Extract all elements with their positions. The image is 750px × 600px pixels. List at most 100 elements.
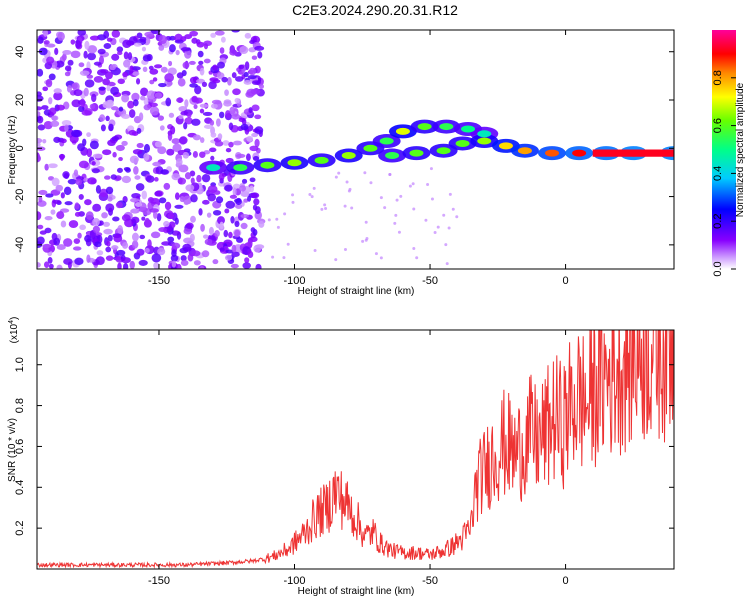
noise-speckle (214, 230, 220, 238)
noise-speckle (158, 82, 167, 88)
noise-speckle (132, 71, 140, 76)
noise-speckle (231, 244, 237, 253)
noise-speckle (182, 243, 192, 252)
noise-speckle (105, 115, 110, 122)
noise-speckle (71, 129, 81, 138)
noise-speckle (79, 70, 90, 77)
noise-speckle (81, 110, 92, 116)
noise-speckle (149, 68, 159, 75)
noise-speckle (112, 151, 117, 158)
noise-speckle (149, 102, 158, 108)
noise-speckle (251, 132, 259, 138)
noise-speckle (37, 111, 41, 117)
noise-speckle (111, 135, 119, 142)
noise-speckle (103, 228, 113, 235)
noise-speckle (202, 234, 209, 239)
noise-speckle (78, 105, 85, 113)
noise-speckle (189, 30, 199, 37)
noise-speckle (86, 254, 91, 263)
noise-speckle (230, 263, 239, 269)
noise-speckle (199, 137, 205, 143)
spectrogram-y-ticks: -40 -20 0 20 40 (14, 46, 674, 253)
noise-speckle (140, 95, 146, 101)
noise-speckle (254, 114, 262, 120)
noise-speckle (77, 30, 87, 36)
noise-speckle (176, 263, 182, 269)
noise-speckle (224, 208, 230, 214)
page-title: C2E3.2024.290.20.31.R12 (292, 2, 458, 18)
noise-speckle (128, 129, 137, 136)
noise-speckle (235, 197, 242, 206)
noise-speckle (102, 149, 112, 156)
noise-speckle (140, 87, 149, 97)
noise-speckle (48, 263, 54, 269)
noise-speckle (38, 189, 48, 196)
noise-speckle (184, 99, 189, 108)
noise-speckle (187, 253, 194, 262)
noise-speckle (62, 171, 70, 179)
noise-speckle (87, 177, 97, 185)
noise-speckle (379, 196, 383, 200)
noise-speckle (286, 242, 290, 246)
noise-speckle (115, 144, 125, 152)
noise-speckle (37, 236, 45, 245)
noise-speckle (455, 215, 459, 219)
noise-speckle (55, 184, 64, 192)
track-point (517, 147, 532, 155)
noise-speckle (255, 263, 262, 269)
track-point (385, 152, 400, 160)
noise-speckle (192, 134, 201, 141)
noise-speckle (451, 207, 455, 211)
snr-y-axis-title: SNR (10 * v/v) (7, 418, 18, 482)
noise-speckle (180, 255, 187, 262)
noise-speckle (42, 30, 48, 37)
noise-speckle (244, 32, 252, 39)
noise-speckle (171, 242, 181, 249)
noise-speckle (99, 188, 109, 198)
noise-speckle (426, 182, 430, 186)
noise-speckle (154, 141, 162, 148)
noise-speckle (150, 231, 161, 239)
noise-speckle (227, 76, 232, 86)
noise-speckle (247, 74, 257, 80)
noise-speckle (429, 167, 433, 171)
noise-speckle (144, 247, 150, 253)
noise-speckle (228, 231, 233, 239)
noise-speckle (147, 197, 154, 203)
noise-speckle (191, 250, 201, 257)
noise-speckle (70, 50, 81, 59)
noise-speckle (138, 112, 144, 121)
noise-speckle (230, 216, 235, 224)
noise-speckle (158, 227, 168, 233)
noise-speckle (136, 32, 143, 39)
x-tick-label: 0 (563, 275, 569, 287)
noise-speckle (152, 161, 162, 167)
noise-speckle (211, 99, 222, 105)
noise-speckle (187, 112, 192, 118)
noise-speckle (199, 103, 209, 108)
noise-speckle (412, 207, 416, 211)
noise-speckle (174, 192, 180, 200)
noise-speckle (107, 99, 114, 108)
noise-speckle (84, 199, 92, 206)
noise-speckle (275, 217, 279, 221)
noise-speckle (131, 240, 139, 249)
noise-speckle (104, 175, 111, 180)
noise-speckle (369, 181, 373, 185)
noise-speckle (244, 61, 250, 71)
noise-speckle (160, 66, 168, 73)
track-point (379, 137, 394, 145)
noise-speckle (224, 254, 233, 261)
noise-speckle (102, 221, 111, 227)
noise-speckle (37, 211, 42, 221)
noise-speckle (174, 217, 179, 225)
noise-speckle (158, 197, 167, 204)
y-tick-label: 1.0 (14, 357, 26, 372)
noise-speckle (190, 194, 198, 203)
noise-speckle (121, 175, 132, 184)
noise-speckle (60, 138, 67, 144)
noise-speckle (37, 262, 41, 268)
noise-speckle (240, 123, 249, 131)
noise-speckle (64, 124, 69, 133)
